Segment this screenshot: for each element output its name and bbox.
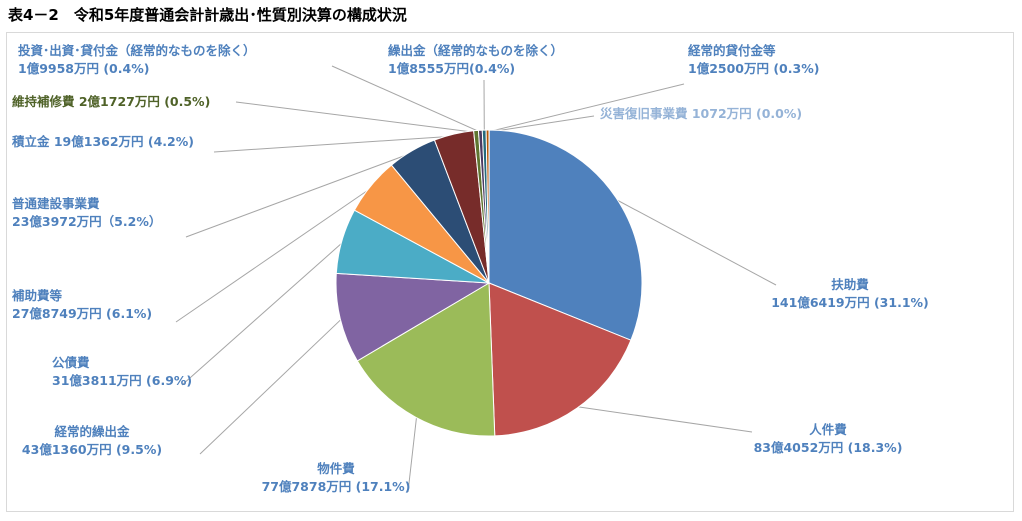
leader-line-10: [331, 65, 481, 133]
slice-label-6: 補助費等 27億8749万円 (6.1%): [11, 288, 152, 321]
slice-label-8: 積立金 19億1362万円 (4.2%): [11, 134, 194, 149]
pie-slice-2: [488, 282, 632, 437]
chart-frame: [6, 32, 1014, 512]
pie-slice-3: [356, 282, 496, 437]
slice-label-7: 普通建設事業費 23億3972万円（5.2%）: [12, 196, 161, 229]
leader-line-12: [487, 83, 685, 133]
leader-line-2: [575, 406, 753, 433]
leader-line-5: [181, 240, 345, 386]
pie-slice-4: [335, 272, 491, 362]
slice-label-1: 扶助費 141億6419万円 (31.1%): [771, 277, 929, 310]
leader-line-8: [213, 135, 455, 153]
slice-label-5: 公債費 31億3811万円 (6.9%): [52, 355, 192, 388]
slice-label-3: 物件費 77億7878万円 (17.1%): [262, 461, 411, 494]
leader-line-7: [185, 152, 414, 238]
slice-label-13: 災害復旧事業費 1072万円 (0.0%): [599, 106, 802, 121]
leader-line-1: [613, 198, 777, 286]
slice-label-12: 経常的貸付金等 1億2500万円 (0.3%): [688, 43, 819, 76]
slice-labels: 扶助費 141億6419万円 (31.1%) 人件費 83億4052万円 (18.3%…: [11, 43, 929, 494]
slice-label-4: 経常的繰出金 43億1360万円 (9.5%): [22, 424, 162, 457]
leader-lines: [175, 65, 777, 493]
leader-line-3: [407, 415, 418, 493]
leader-line-6: [175, 186, 373, 323]
pie-slices: [335, 129, 643, 437]
leader-line-4: [199, 317, 343, 455]
slice-label-9: 維持補修費 2億1727万円 (0.5%): [12, 94, 210, 109]
leader-line-13: [489, 115, 595, 133]
slice-label-2: 人件費 83億4052万円 (18.3%): [754, 422, 903, 455]
page-title: 表4－2 令和5年度普通会計計歳出･性質別決算の構成状況: [8, 6, 407, 24]
leader-line-9: [235, 101, 477, 133]
slice-label-11: 繰出金（経常的なものを除く） 1億8555万円(0.4%): [388, 43, 563, 76]
slice-label-10: 投資･出資･貸付金（経常的なものを除く） 1億9958万円 (0.4%): [18, 43, 256, 76]
pie-slice-1: [488, 129, 643, 341]
